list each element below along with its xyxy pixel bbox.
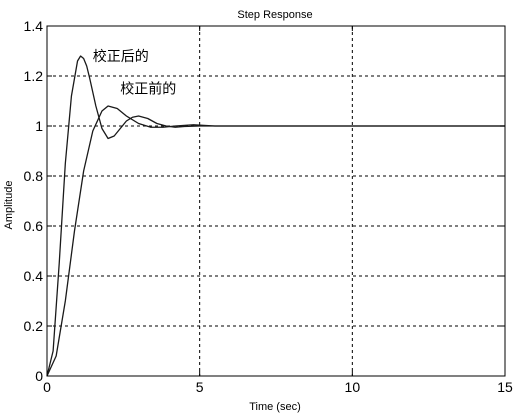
y-tick-label: 0 bbox=[35, 368, 43, 384]
y-tick-label: 0.8 bbox=[24, 168, 44, 184]
y-tick-label: 0.4 bbox=[24, 268, 44, 284]
x-tick-label: 0 bbox=[43, 379, 51, 395]
series-line-2 bbox=[46, 105, 505, 377]
x-tick-label: 10 bbox=[345, 379, 361, 395]
y-tick-label: 0.2 bbox=[24, 318, 44, 334]
x-tick-label: 5 bbox=[196, 379, 204, 395]
y-tick-label: 1.4 bbox=[24, 18, 44, 34]
y-tick-label: 1 bbox=[35, 118, 43, 134]
x-axis-label: Time (sec) bbox=[249, 401, 301, 413]
y-tick-label: 1.2 bbox=[24, 68, 44, 84]
series-layer bbox=[46, 55, 505, 377]
chart-title: Step Response bbox=[237, 9, 312, 21]
series-line-1 bbox=[46, 55, 505, 377]
y-tick-label: 0.6 bbox=[24, 218, 44, 234]
y-axis-label: Amplitude bbox=[3, 181, 15, 230]
tick-labels: 0 5 10 15 0 0.2 0.4 0.6 0.8 1 1.2 1.4 bbox=[24, 18, 513, 395]
grid bbox=[47, 26, 505, 376]
plot-frame bbox=[46, 25, 506, 377]
x-tick-label: 15 bbox=[497, 379, 513, 395]
annotation-label-1: 校正后的 bbox=[93, 48, 149, 65]
annotation-label-2: 校正前的 bbox=[120, 81, 176, 98]
